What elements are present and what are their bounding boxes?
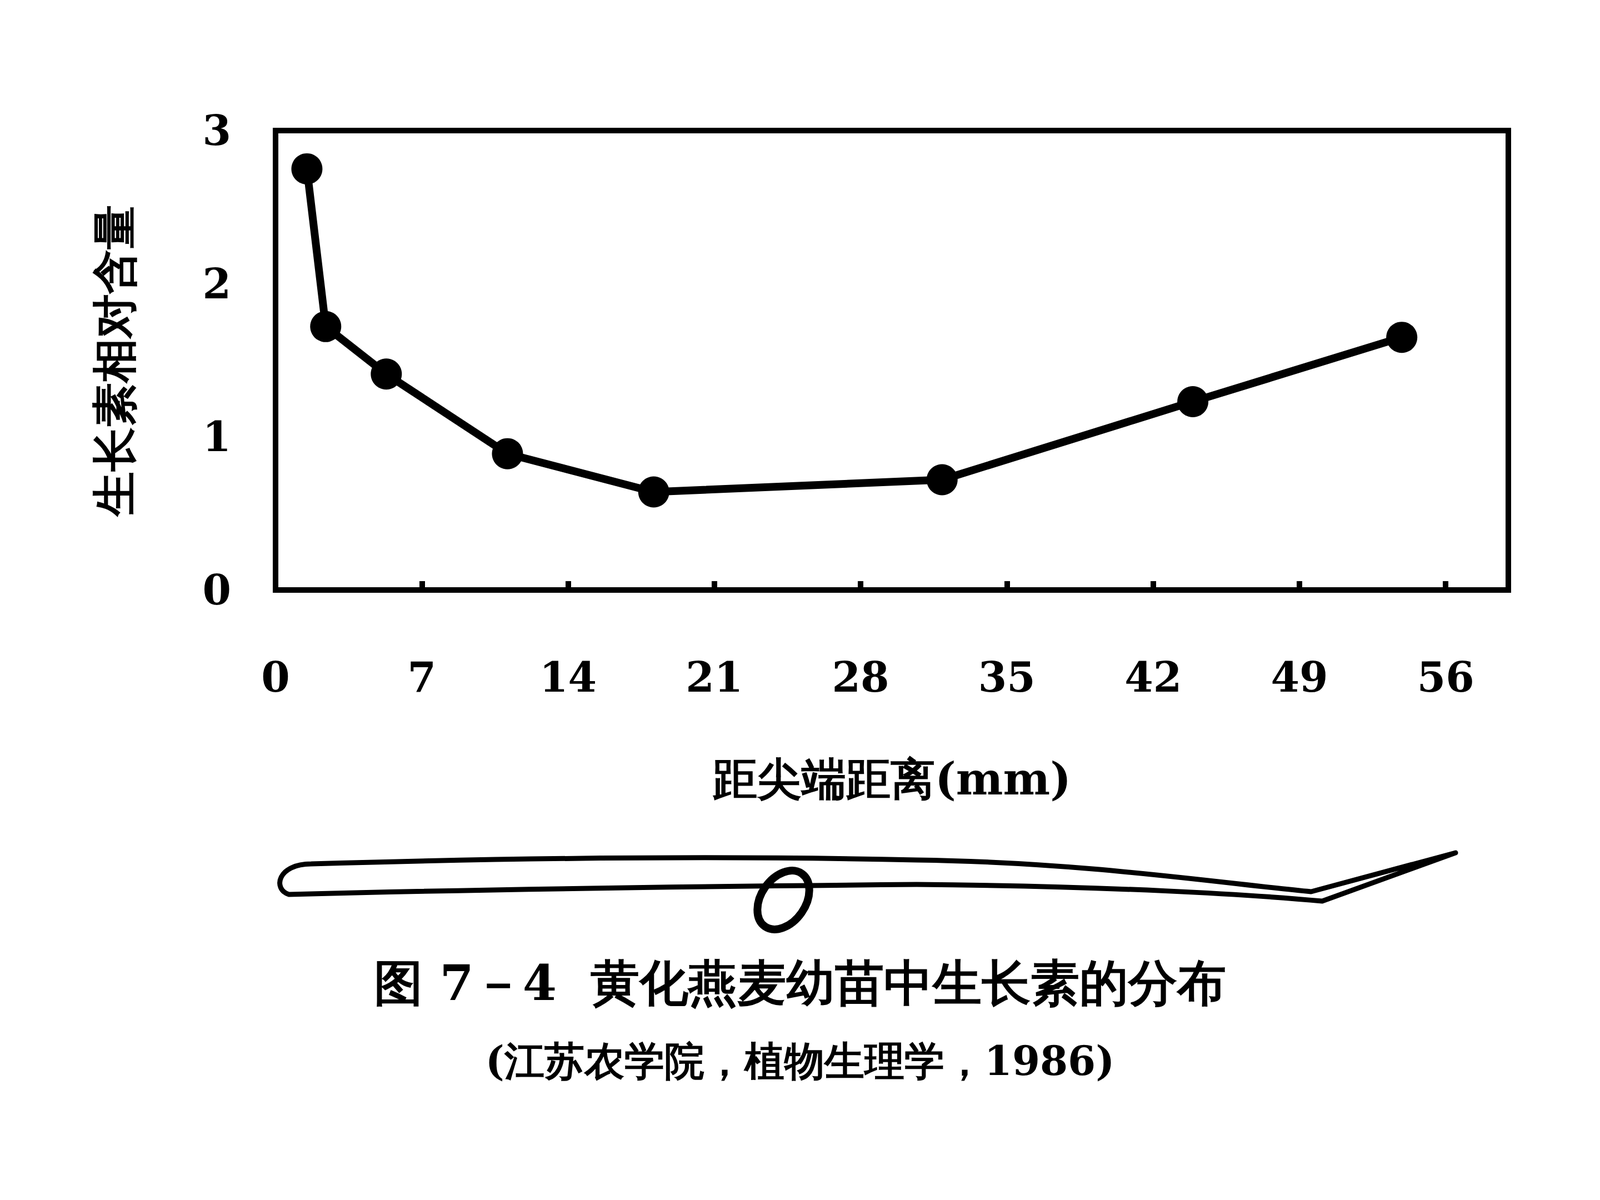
svg-text:56: 56	[1417, 653, 1475, 702]
svg-text:28: 28	[832, 653, 890, 702]
svg-text:35: 35	[978, 653, 1036, 702]
svg-text:图 7－4 黄化燕麦幼苗中生长素的分布: 图 7－4 黄化燕麦幼苗中生长素的分布	[373, 953, 1227, 1012]
svg-text:0: 0	[202, 566, 232, 614]
svg-text:42: 42	[1124, 653, 1182, 702]
svg-text:2: 2	[202, 260, 232, 308]
svg-text:3: 3	[202, 106, 232, 155]
svg-text:21: 21	[685, 653, 743, 702]
svg-text:49: 49	[1270, 653, 1328, 702]
svg-text:1: 1	[202, 412, 232, 461]
svg-text:生长素相对含量: 生长素相对含量	[88, 205, 141, 518]
svg-text:0: 0	[261, 653, 290, 702]
svg-text:距尖端距离(mm): 距尖端距离(mm)	[712, 752, 1072, 805]
svg-text:14: 14	[539, 653, 597, 702]
svg-text:7: 7	[407, 653, 437, 702]
svg-text:(江苏农学院，植物生理学，1986): (江苏农学院，植物生理学，1986)	[485, 1037, 1115, 1085]
